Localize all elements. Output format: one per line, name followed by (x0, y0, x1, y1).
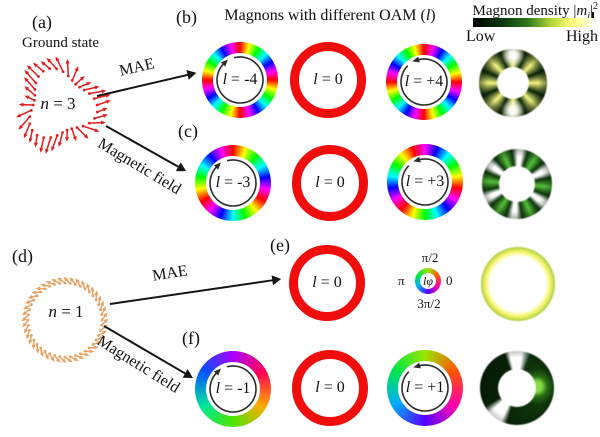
arrow-mae-d-to-e (109, 279, 274, 305)
magnon-density-ring-c (482, 149, 552, 219)
panel-b-title: Magnons with different OAM (l) (224, 7, 436, 24)
density-colorbar (473, 18, 595, 27)
phase-label-three-half-pi: 3π/2 (417, 296, 441, 311)
colorbar-title: Magnon density |mi|2 (472, 1, 598, 22)
spin-ring-n1 (21, 276, 109, 364)
ring-e-l-zero: l = 0 (289, 245, 365, 321)
colorbar-tick (592, 12, 594, 18)
clockwise-rotation-arrow-icon (209, 159, 257, 207)
ring-label: l = -1 (215, 380, 251, 397)
clockwise-rotation-arrow-icon (209, 365, 257, 413)
counterclockwise-rotation-arrow-icon (401, 156, 449, 206)
ring-label: l = +3 (405, 173, 445, 190)
phase-label-pi: π (398, 273, 405, 288)
ring-label: l = 0 (315, 174, 345, 191)
counterclockwise-rotation-arrow-icon (401, 362, 449, 412)
density-hole (497, 67, 529, 99)
density-hole (499, 166, 535, 202)
magnon-density-ring-f (480, 351, 554, 425)
wheel-hole (420, 273, 436, 289)
magnon-density-ring-e (481, 247, 555, 321)
density-hole (498, 369, 536, 407)
panel-tag-d: (d) (12, 246, 33, 266)
phase-label-half-pi: π/2 (421, 250, 439, 265)
counterclockwise-rotation-arrow-icon (400, 56, 448, 106)
ground-state-label: Ground state (22, 35, 100, 51)
phase-color-wheel: lφ (415, 268, 441, 294)
colorbar-low-label: Low (466, 28, 496, 45)
arrow-label-mae-bottom: MAE (151, 262, 189, 285)
ring-f-l-zero: l = 0 (292, 350, 368, 426)
ring-label: l = 0 (312, 274, 342, 291)
panel-tag-b: (b) (176, 7, 197, 27)
panel-tag-f: (f) (182, 328, 200, 348)
ring-label: l = 0 (315, 379, 345, 396)
colorbar-high-label: High (566, 28, 598, 45)
ring-label: l = -4 (222, 71, 258, 88)
ring-hole (397, 55, 451, 109)
ring-l-plus-1: l = +1 (387, 350, 463, 426)
ring-b-l-zero: l = 0 (290, 42, 366, 118)
panel-tag-e: (e) (270, 235, 290, 255)
spin-ring-n3 (16, 56, 111, 154)
ring-hole (398, 155, 452, 209)
ring-label: l = 0 (313, 71, 343, 88)
ring-label: l = +1 (405, 379, 445, 396)
ring-hole (398, 361, 452, 415)
ring-l-minus-1: l = -1 (195, 351, 271, 427)
panel-tag-c: (c) (178, 121, 198, 141)
ring-label: l = -3 (215, 174, 251, 191)
ring-label: l = +4 (404, 73, 444, 90)
ring-l-plus-4: l = +4 (386, 44, 462, 120)
state-n3-label: n = 3 (40, 94, 76, 113)
ring-l-plus-3: l = +3 (387, 144, 463, 220)
clockwise-rotation-arrow-icon (216, 56, 264, 104)
ring-l-minus-4: l = -4 (202, 42, 278, 118)
magnon-density-ring-b (479, 49, 547, 117)
ring-l-minus-3: l = -3 (195, 145, 271, 221)
state-n1-label: n = 1 (48, 302, 84, 321)
phase-label-zero: 0 (446, 273, 453, 288)
ring-c-l-zero: l = 0 (292, 145, 368, 221)
panel-tag-a: (a) (32, 12, 52, 32)
phase-wheel-center-label: lφ (423, 273, 433, 288)
